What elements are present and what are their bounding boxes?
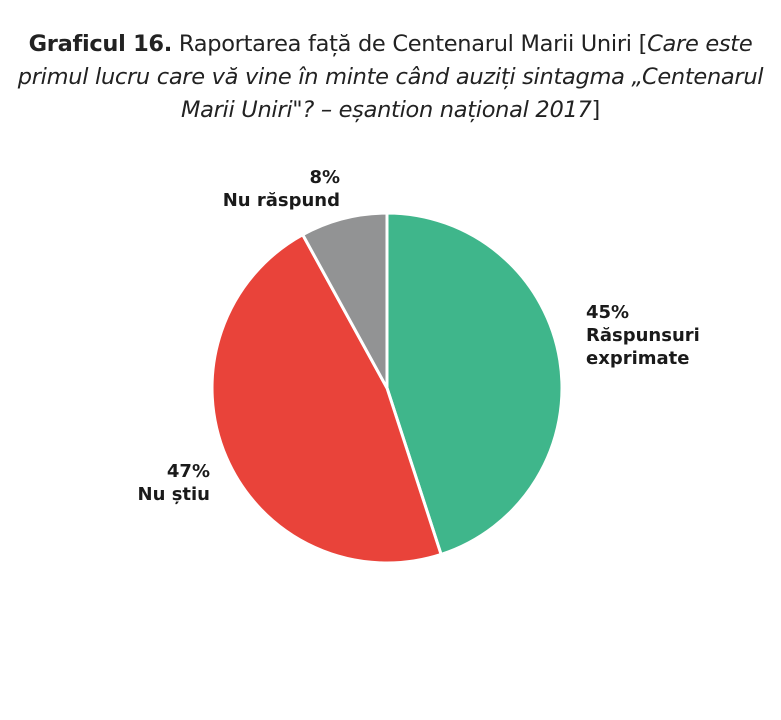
- slice-dont-know: [210, 233, 443, 565]
- chart-title-main: Raportarea față de Centenarul Marii Unir…: [172, 31, 648, 57]
- slice-answered: [385, 211, 564, 556]
- chart-title-question: Care este primul lucru care vă vine în m…: [17, 31, 764, 123]
- label-dont-know-pct: 47%: [166, 461, 210, 482]
- chart-title: Graficul 16. Raportarea față de Centenar…: [0, 28, 781, 127]
- label-answered: 45% Răspunsuri exprimate: [586, 301, 756, 370]
- label-no-answer: 8% Nu răspund: [190, 166, 340, 212]
- chart-title-number: Graficul 16.: [28, 31, 173, 57]
- label-no-answer-text: Nu răspund: [222, 190, 340, 211]
- label-answered-text-1: Răspunsuri: [586, 325, 700, 346]
- label-answered-pct: 45%: [586, 302, 630, 323]
- chart-title-closing: ]: [591, 97, 601, 123]
- label-dont-know-text: Nu știu: [137, 484, 210, 505]
- slice-no-answer: [301, 211, 389, 390]
- label-no-answer-pct: 8%: [309, 167, 340, 188]
- label-answered-text-2: exprimate: [586, 348, 690, 369]
- label-dont-know: 47% Nu știu: [90, 460, 210, 506]
